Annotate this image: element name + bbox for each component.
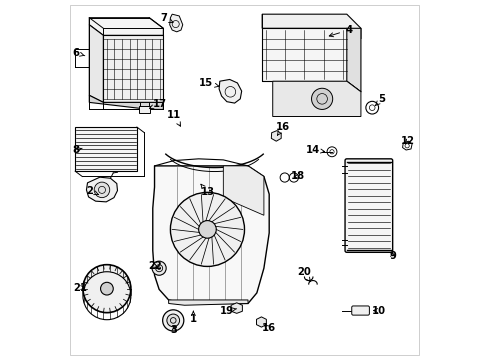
Text: 16: 16 [276, 122, 290, 135]
Polygon shape [256, 317, 266, 327]
Polygon shape [86, 177, 117, 202]
Polygon shape [271, 131, 281, 141]
Circle shape [152, 261, 166, 275]
Text: 20: 20 [296, 267, 310, 282]
Polygon shape [89, 18, 163, 35]
Polygon shape [272, 81, 360, 117]
Circle shape [94, 182, 109, 198]
Polygon shape [231, 303, 242, 313]
Circle shape [101, 282, 113, 295]
Text: 22: 22 [148, 261, 162, 271]
Text: 9: 9 [388, 251, 395, 261]
Text: 11: 11 [166, 110, 181, 126]
Text: 5: 5 [375, 94, 385, 105]
Circle shape [311, 88, 332, 109]
Text: 10: 10 [371, 306, 385, 315]
Polygon shape [152, 166, 269, 303]
FancyBboxPatch shape [351, 306, 368, 315]
Text: 18: 18 [290, 171, 304, 181]
Bar [139, 105, 150, 113]
Text: 14: 14 [305, 145, 324, 155]
Text: 16: 16 [261, 323, 275, 333]
Text: 19: 19 [220, 306, 236, 315]
Polygon shape [262, 28, 346, 81]
Text: 2: 2 [86, 186, 98, 195]
Polygon shape [168, 300, 247, 305]
Text: 15: 15 [198, 78, 219, 88]
Polygon shape [169, 14, 183, 32]
Polygon shape [223, 166, 264, 215]
Polygon shape [103, 35, 163, 102]
Text: 21: 21 [73, 283, 87, 293]
Text: 13: 13 [200, 184, 214, 197]
Circle shape [83, 265, 131, 312]
Polygon shape [262, 14, 360, 39]
Text: 7: 7 [160, 13, 173, 23]
Text: 3: 3 [170, 325, 177, 335]
Text: 17: 17 [149, 99, 166, 109]
Polygon shape [89, 25, 103, 102]
Polygon shape [346, 28, 360, 92]
Text: 12: 12 [400, 136, 414, 146]
Polygon shape [89, 95, 163, 109]
Text: 8: 8 [72, 145, 82, 155]
Circle shape [166, 314, 179, 327]
Circle shape [198, 221, 216, 238]
Text: 6: 6 [72, 48, 84, 58]
Text: 4: 4 [328, 25, 351, 37]
Text: 1: 1 [189, 311, 197, 324]
Bar [75, 127, 137, 171]
Polygon shape [219, 80, 241, 103]
FancyBboxPatch shape [345, 159, 392, 252]
Circle shape [163, 310, 183, 331]
Circle shape [170, 192, 244, 266]
